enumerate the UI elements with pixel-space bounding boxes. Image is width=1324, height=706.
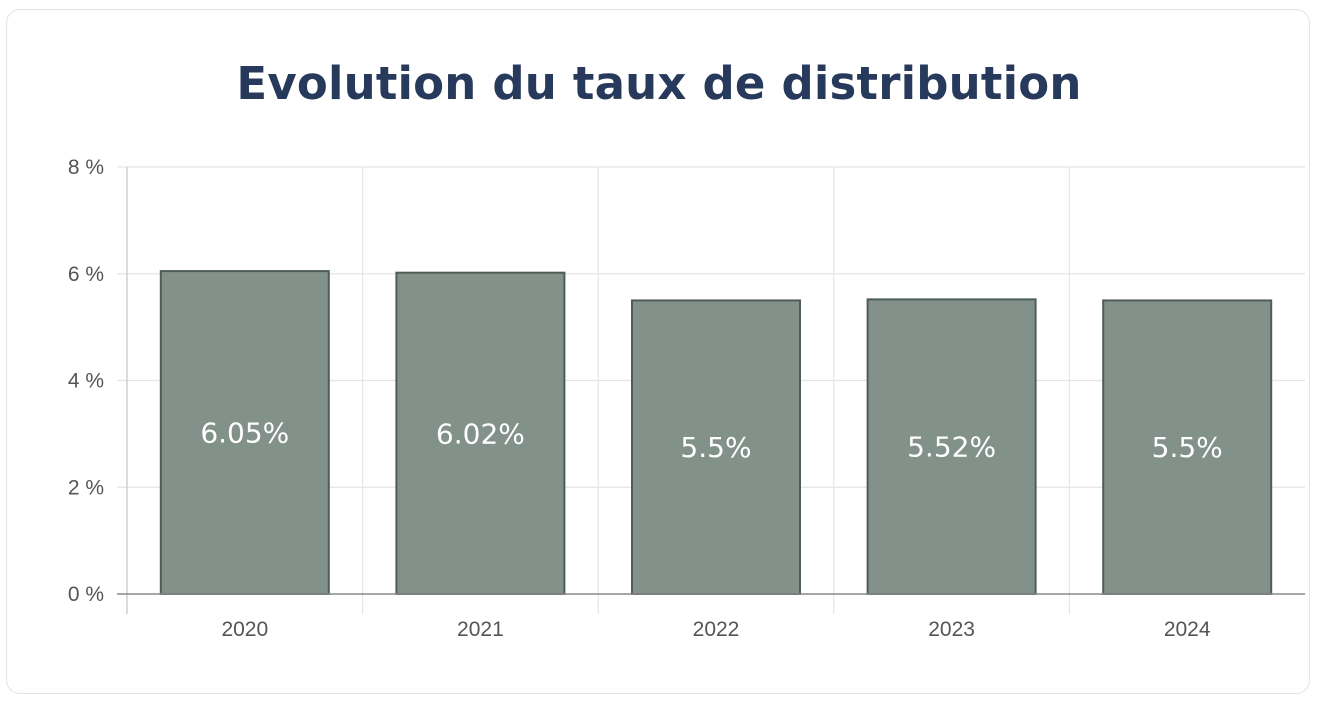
data-label-2020: 6.05%: [200, 417, 289, 450]
x-tick-label: 2021: [457, 618, 504, 641]
bar-2022: [631, 299, 801, 595]
x-tick-label: 2022: [693, 618, 740, 641]
y-tick-label: 8 %: [68, 156, 104, 179]
data-label-2022: 5.5%: [680, 431, 751, 464]
bars: [159, 270, 1273, 595]
x-tick-label: 2024: [1164, 618, 1211, 641]
labels: 0 % 2 % 4 % 6 % 8 % 6.05% 2020 6.02% 2021 5.5% 202…: [68, 156, 1223, 641]
data-label-2021: 6.02%: [436, 417, 525, 450]
axes: [117, 167, 1305, 614]
bar-2023: [866, 298, 1037, 595]
data-label-2024: 5.5%: [1152, 431, 1223, 464]
y-tick-label: 6 %: [68, 263, 104, 286]
y-tick-label: 4 %: [68, 370, 104, 393]
data-label-2023: 5.52%: [907, 431, 996, 464]
chart-title: Evolution du taux de distribution: [236, 57, 1082, 110]
x-tick-label: 2023: [928, 618, 975, 641]
x-tick-label: 2020: [221, 618, 268, 641]
bar-2020: [159, 270, 330, 595]
y-tick-label: 0 %: [68, 583, 104, 606]
bar-2024: [1102, 299, 1273, 595]
y-tick-label: 2 %: [68, 476, 104, 499]
bar-2021: [395, 271, 566, 595]
